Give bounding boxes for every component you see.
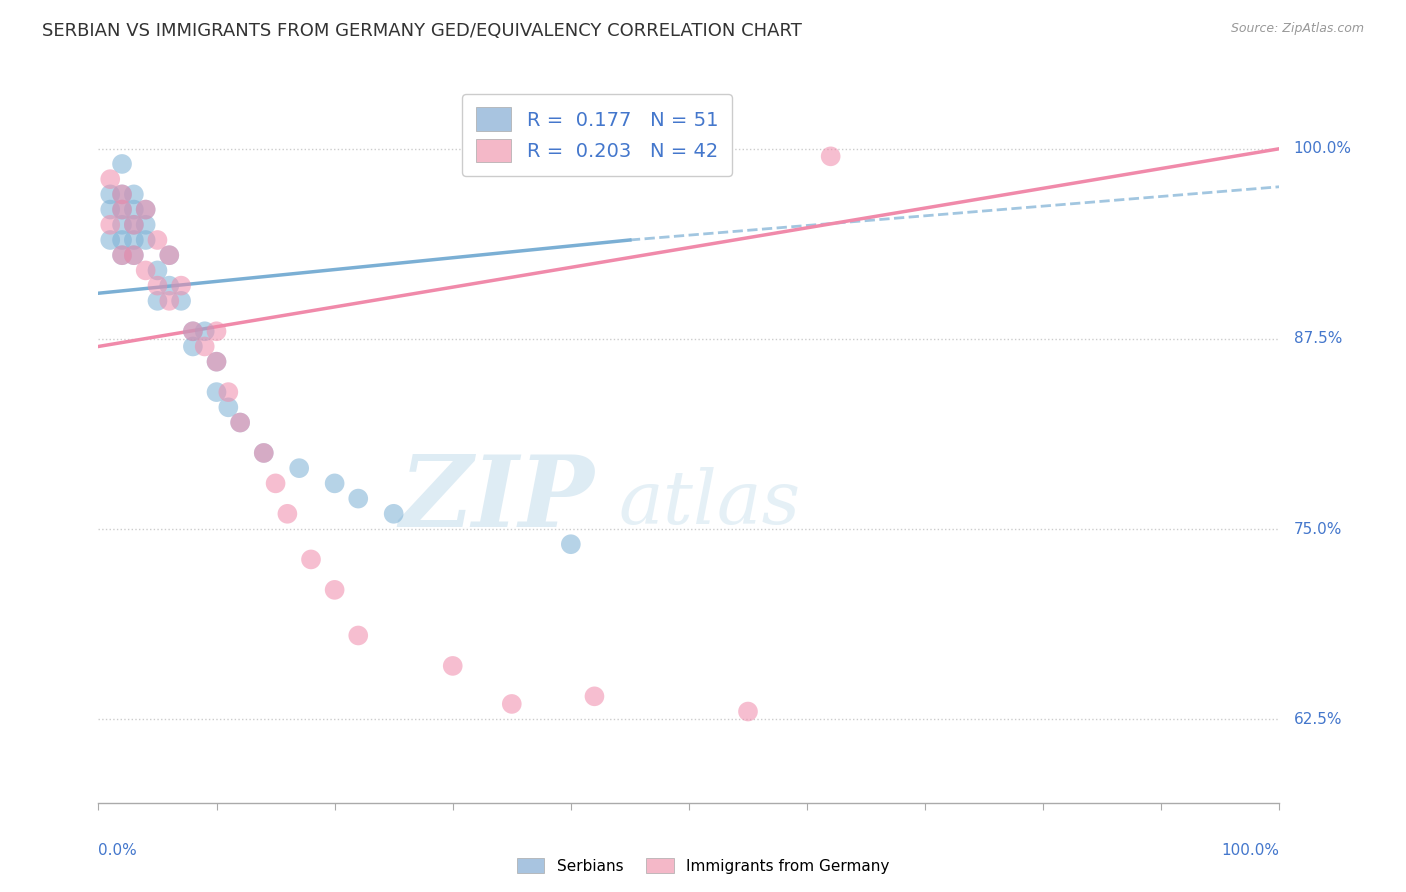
Point xyxy=(170,293,193,308)
Point xyxy=(288,461,311,475)
Text: Source: ZipAtlas.com: Source: ZipAtlas.com xyxy=(1230,22,1364,36)
Point xyxy=(217,401,239,415)
Point xyxy=(111,248,134,262)
Point xyxy=(501,697,523,711)
Point xyxy=(157,248,180,262)
Point xyxy=(299,552,322,566)
Text: SERBIAN VS IMMIGRANTS FROM GERMANY GED/EQUIVALENCY CORRELATION CHART: SERBIAN VS IMMIGRANTS FROM GERMANY GED/E… xyxy=(42,22,801,40)
Point xyxy=(181,324,204,338)
Point xyxy=(820,149,842,163)
Point xyxy=(170,278,193,293)
Legend: Serbians, Immigrants from Germany: Serbians, Immigrants from Germany xyxy=(510,852,896,880)
Point xyxy=(122,202,145,217)
Point xyxy=(146,263,169,277)
Point xyxy=(560,537,582,551)
Text: ZIP: ZIP xyxy=(399,451,595,548)
Point xyxy=(205,354,228,368)
Text: 0.0%: 0.0% xyxy=(98,843,138,857)
Point xyxy=(737,705,759,719)
Point xyxy=(194,339,217,353)
Point xyxy=(122,248,145,262)
Text: 100.0%: 100.0% xyxy=(1222,843,1279,857)
Point xyxy=(98,187,121,202)
Point xyxy=(111,202,134,217)
Point xyxy=(181,324,204,338)
Point xyxy=(111,218,134,232)
Point xyxy=(122,233,145,247)
Point xyxy=(146,293,169,308)
Point xyxy=(583,690,606,704)
Point xyxy=(135,263,157,277)
Point xyxy=(135,218,157,232)
Point xyxy=(111,202,134,217)
Text: 75.0%: 75.0% xyxy=(1294,522,1341,536)
Text: atlas: atlas xyxy=(619,467,800,539)
Point xyxy=(205,385,228,400)
Point xyxy=(264,476,287,491)
Point xyxy=(111,248,134,262)
Point xyxy=(323,476,346,491)
Text: 62.5%: 62.5% xyxy=(1294,712,1343,727)
Point xyxy=(98,233,121,247)
Point xyxy=(98,172,121,186)
Point xyxy=(323,582,346,597)
Point xyxy=(122,187,145,202)
Legend: R =  0.177   N = 51, R =  0.203   N = 42: R = 0.177 N = 51, R = 0.203 N = 42 xyxy=(463,94,731,176)
Point xyxy=(181,339,204,353)
Point xyxy=(347,628,370,642)
Point xyxy=(276,507,298,521)
Point xyxy=(157,293,180,308)
Point xyxy=(217,385,239,400)
Point xyxy=(229,416,252,430)
Point xyxy=(135,202,157,217)
Point xyxy=(205,324,228,338)
Point xyxy=(122,218,145,232)
Point xyxy=(111,233,134,247)
Point xyxy=(347,491,370,506)
Point xyxy=(382,507,405,521)
Point xyxy=(111,187,134,202)
Point xyxy=(205,354,228,368)
Point xyxy=(157,248,180,262)
Point xyxy=(157,278,180,293)
Point xyxy=(122,248,145,262)
Text: 100.0%: 100.0% xyxy=(1294,141,1351,156)
Point xyxy=(111,157,134,171)
Point xyxy=(229,416,252,430)
Point xyxy=(146,233,169,247)
Point xyxy=(253,446,276,460)
Text: 87.5%: 87.5% xyxy=(1294,331,1341,346)
Point xyxy=(441,659,464,673)
Point xyxy=(98,218,121,232)
Point xyxy=(194,324,217,338)
Point xyxy=(135,202,157,217)
Point xyxy=(135,233,157,247)
Point xyxy=(111,187,134,202)
Point xyxy=(253,446,276,460)
Point xyxy=(122,218,145,232)
Point xyxy=(98,202,121,217)
Point xyxy=(146,278,169,293)
